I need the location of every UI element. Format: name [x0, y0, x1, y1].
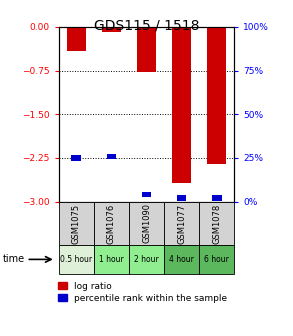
Text: GSM1076: GSM1076: [107, 203, 116, 244]
Text: time: time: [3, 254, 25, 264]
Text: GSM1075: GSM1075: [72, 203, 81, 244]
Bar: [172, 27, 191, 183]
Text: 1 hour: 1 hour: [99, 255, 124, 264]
Bar: [212, 196, 222, 201]
Bar: [207, 27, 226, 164]
FancyBboxPatch shape: [164, 202, 199, 245]
Text: GSM1077: GSM1077: [177, 203, 186, 244]
Bar: [177, 196, 187, 201]
Text: 6 hour: 6 hour: [205, 255, 229, 264]
Bar: [137, 27, 156, 72]
Bar: [142, 192, 151, 197]
FancyBboxPatch shape: [129, 202, 164, 245]
FancyBboxPatch shape: [199, 245, 234, 274]
FancyBboxPatch shape: [59, 245, 94, 274]
Text: 2 hour: 2 hour: [134, 255, 159, 264]
FancyBboxPatch shape: [129, 245, 164, 274]
Legend: log ratio, percentile rank within the sample: log ratio, percentile rank within the sa…: [58, 282, 227, 303]
FancyBboxPatch shape: [59, 202, 94, 245]
Bar: [107, 154, 116, 159]
Text: 4 hour: 4 hour: [169, 255, 194, 264]
Bar: [102, 27, 121, 32]
FancyBboxPatch shape: [199, 202, 234, 245]
FancyBboxPatch shape: [164, 245, 199, 274]
Bar: [67, 27, 86, 51]
Text: 0.5 hour: 0.5 hour: [60, 255, 92, 264]
Text: GSM1090: GSM1090: [142, 203, 151, 244]
Bar: [71, 155, 81, 161]
FancyBboxPatch shape: [94, 202, 129, 245]
Text: GSM1078: GSM1078: [212, 203, 221, 244]
FancyBboxPatch shape: [94, 245, 129, 274]
Text: GDS115 / 1518: GDS115 / 1518: [94, 18, 199, 33]
